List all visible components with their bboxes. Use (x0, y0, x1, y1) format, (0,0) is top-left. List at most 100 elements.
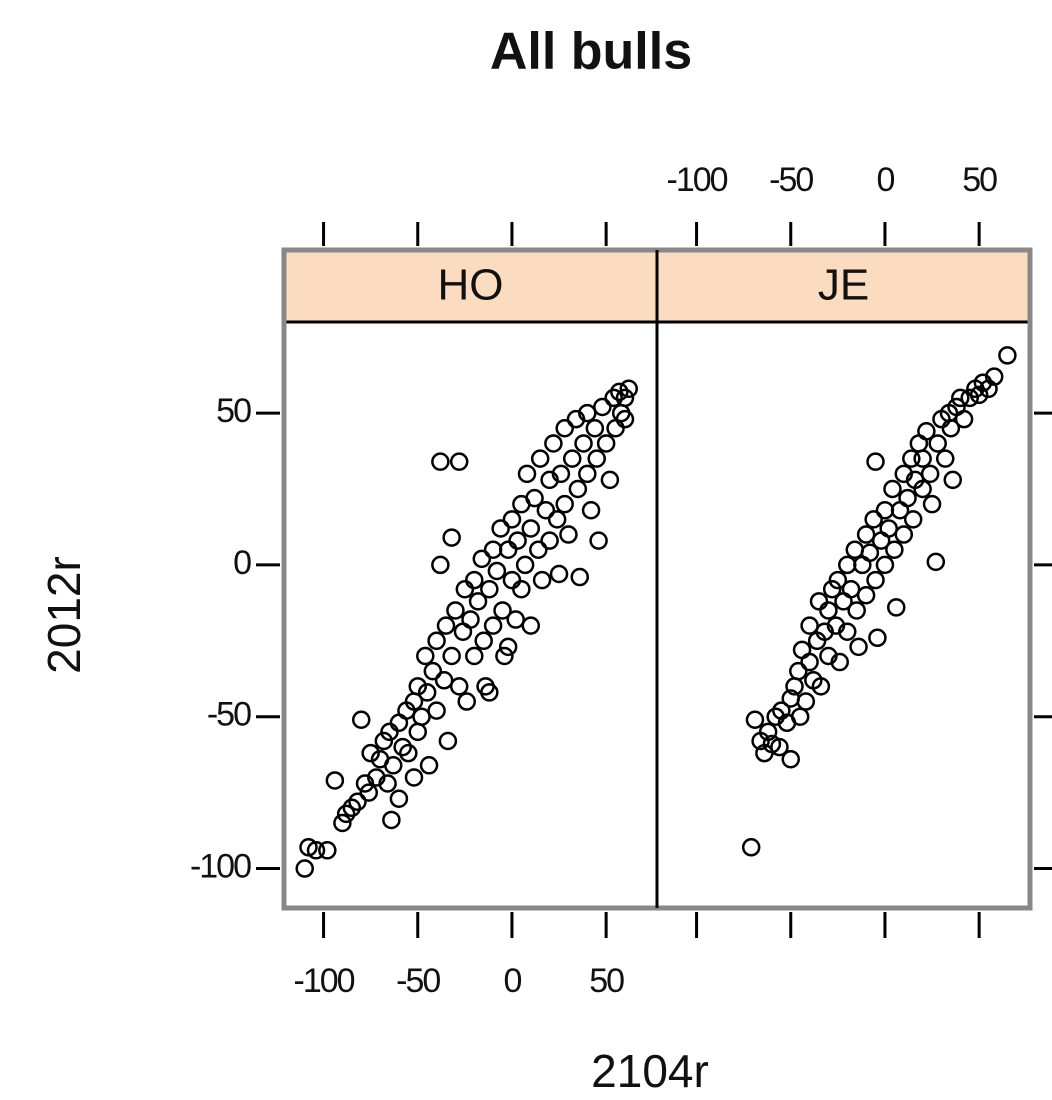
point (412, 707, 431, 726)
chart-title: All bulls (490, 23, 692, 81)
strip-label: HO (438, 261, 504, 310)
point (521, 616, 541, 635)
point (811, 677, 831, 696)
point (781, 749, 801, 769)
point (449, 677, 469, 696)
point (600, 470, 620, 490)
point (864, 510, 883, 529)
point (431, 555, 450, 575)
point (998, 346, 1017, 365)
point (318, 841, 337, 860)
point (555, 419, 574, 438)
point (408, 677, 428, 696)
point (399, 743, 418, 763)
point (498, 637, 518, 657)
strip (657, 250, 1030, 322)
point (508, 531, 527, 550)
point (474, 631, 493, 651)
point (468, 592, 488, 611)
point (427, 701, 446, 720)
point (822, 579, 842, 599)
point (434, 671, 454, 690)
point (547, 510, 567, 529)
point (465, 646, 484, 666)
point (898, 488, 917, 508)
point (917, 422, 936, 441)
point (348, 792, 367, 811)
point (856, 586, 876, 605)
point (521, 519, 541, 538)
point (408, 722, 428, 742)
point (502, 570, 522, 590)
point (615, 388, 635, 408)
point (417, 683, 437, 702)
point (745, 710, 765, 730)
point (442, 528, 461, 547)
x-tick-label: -100 (667, 161, 728, 199)
point (480, 683, 499, 702)
point (741, 838, 761, 857)
point (587, 449, 606, 468)
point (517, 464, 537, 484)
point (903, 510, 923, 529)
strip-label: JE (818, 261, 869, 310)
point (465, 570, 484, 590)
point (449, 452, 469, 471)
point (610, 382, 629, 402)
point (902, 449, 921, 468)
point (866, 570, 885, 590)
point (491, 519, 510, 538)
point (493, 601, 512, 620)
point (570, 567, 590, 587)
point (913, 479, 932, 499)
point (960, 388, 979, 408)
point (483, 540, 503, 559)
point (393, 737, 412, 757)
point (886, 598, 906, 617)
point (954, 409, 974, 429)
point (885, 540, 904, 559)
point (483, 616, 503, 635)
point (830, 652, 849, 672)
point (540, 531, 559, 550)
point (809, 592, 829, 611)
point (506, 610, 525, 629)
y-tick-label: -100 (190, 848, 251, 886)
point (532, 570, 552, 590)
point (551, 464, 571, 484)
x-tick-label: -100 (294, 962, 355, 1000)
point (549, 564, 569, 584)
point (446, 601, 465, 620)
x-tick-label: -50 (769, 161, 813, 199)
point (922, 494, 942, 514)
point (838, 555, 857, 575)
point (849, 637, 868, 657)
point (525, 488, 544, 508)
point (382, 810, 401, 830)
point (389, 789, 409, 808)
point (455, 579, 475, 599)
point (819, 601, 838, 620)
point (325, 771, 345, 790)
point (866, 452, 885, 471)
point (559, 525, 578, 544)
point (828, 570, 848, 590)
point (789, 661, 808, 681)
point (306, 841, 326, 860)
point (894, 525, 914, 544)
point (838, 622, 857, 641)
point (879, 519, 898, 538)
point (941, 419, 961, 438)
point (606, 419, 625, 438)
point (800, 652, 819, 672)
point (578, 403, 597, 423)
point (984, 367, 1004, 386)
x-tick-label: 0 (503, 962, 521, 1000)
point (790, 707, 810, 726)
point (589, 531, 608, 550)
point (596, 434, 616, 453)
y-tick-label: -50 (207, 696, 251, 734)
point (615, 409, 635, 429)
point (555, 494, 574, 514)
point (875, 500, 895, 520)
